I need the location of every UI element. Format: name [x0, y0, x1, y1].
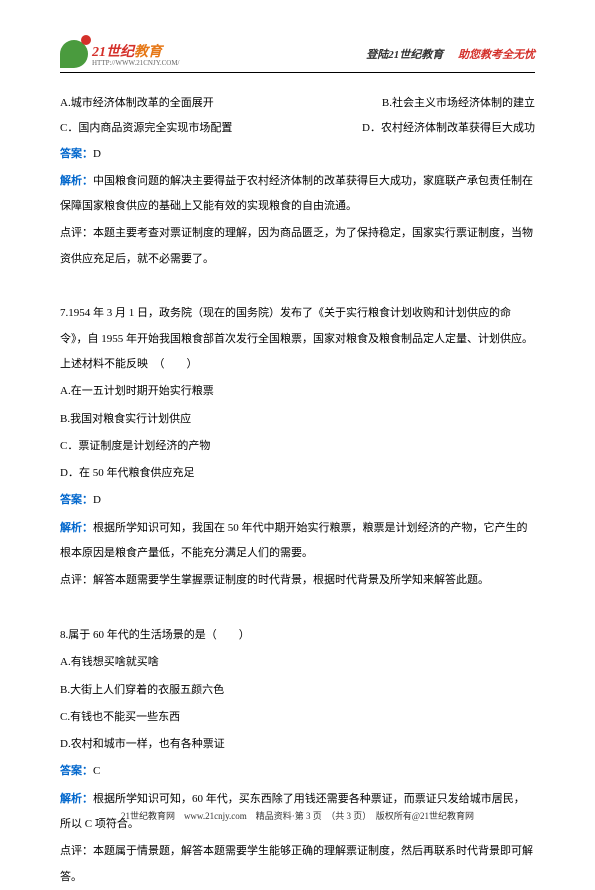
- option-c: C．国内商品资源完全实现市场配置: [60, 116, 362, 141]
- option-row-ab: A.城市经济体制改革的全面展开 B.社会主义市场经济体制的建立: [60, 91, 535, 116]
- q7-option-b: B.我国对粮食实行计划供应: [60, 407, 535, 432]
- answer-value: C: [93, 765, 100, 777]
- answer-value: D: [93, 148, 101, 160]
- analysis-label: 解析：: [60, 175, 93, 187]
- q7-option-a: A.在一五计划时期开始实行粮票: [60, 379, 535, 404]
- question-7: 7.1954 年 3 月 1 日，政务院（现在的国务院）发布了《关于实行粮食计划…: [60, 301, 535, 377]
- note-7: 点评：解答本题需要学生掌握票证制度的时代背景，根据时代背景及所学知来解答此题。: [60, 568, 535, 593]
- q7-option-c: C．票证制度是计划经济的产物: [60, 434, 535, 459]
- logo: 21世纪教育 HTTP://WWW.21CNJY.COM/: [60, 40, 180, 68]
- answer-label: 答案：: [60, 148, 93, 160]
- answer-label: 答案：: [60, 765, 93, 777]
- answer-7: 答案：D: [60, 488, 535, 513]
- q8-option-d: D.农村和城市一样，也有各种票证: [60, 732, 535, 757]
- q8-option-c: C.有钱也不能买一些东西: [60, 705, 535, 730]
- option-b: B.社会主义市场经济体制的建立: [382, 91, 535, 116]
- page-header: 21世纪教育 HTTP://WWW.21CNJY.COM/ 登陆21世纪教育 助…: [60, 40, 535, 73]
- page-footer: 21世纪教育网 www.21cnjy.com 精品资料·第 3 页 （共 3 页…: [0, 809, 595, 822]
- runner-icon: [60, 40, 88, 68]
- option-row-cd: C．国内商品资源完全实现市场配置 D．农村经济体制改革获得巨大成功: [60, 116, 535, 141]
- answer-8: 答案：C: [60, 759, 535, 784]
- document-content: A.城市经济体制改革的全面展开 B.社会主义市场经济体制的建立 C．国内商品资源…: [60, 91, 535, 890]
- question-8: 8.属于 60 年代的生活场景的是（ ）: [60, 623, 535, 648]
- q7-option-d: D．在 50 年代粮食供应充足: [60, 461, 535, 486]
- note-6: 点评：本题主要考查对票证制度的理解，因为商品匮乏，为了保持稳定，国家实行票证制度…: [60, 221, 535, 272]
- option-a: A.城市经济体制改革的全面展开: [60, 91, 382, 116]
- logo-main: 21世纪: [92, 45, 134, 60]
- logo-url: HTTP://WWW.21CNJY.COM/: [92, 59, 180, 67]
- analysis-text: 根据所学知识可知，我国在 50 年代中期开始实行粮票，粮票是计划经济的产物，它产…: [60, 522, 528, 559]
- answer-label: 答案：: [60, 494, 93, 506]
- logo-title: 21世纪教育: [92, 41, 180, 61]
- note-8: 点评：本题属于情景题，解答本题需要学生能够正确的理解票证制度，然后再联系时代背景…: [60, 839, 535, 890]
- logo-suffix: 教育: [134, 45, 162, 60]
- answer-6: 答案：D: [60, 142, 535, 167]
- header-slogan: 登陆21世纪教育 助您教考全无忧: [366, 46, 535, 62]
- q8-option-a: A.有钱想买啥就买啥: [60, 650, 535, 675]
- logo-text-block: 21世纪教育 HTTP://WWW.21CNJY.COM/: [92, 41, 180, 67]
- analysis-7: 解析：根据所学知识可知，我国在 50 年代中期开始实行粮票，粮票是计划经济的产物…: [60, 516, 535, 567]
- option-d: D．农村经济体制改革获得巨大成功: [362, 116, 535, 141]
- answer-value: D: [93, 494, 101, 506]
- slogan-part1: 登陆21世纪教育: [366, 49, 443, 61]
- slogan-part2: 助您教考全无忧: [458, 49, 535, 61]
- analysis-6: 解析：中国粮食问题的解决主要得益于农村经济体制的改革获得巨大成功，家庭联产承包责…: [60, 169, 535, 220]
- q8-option-b: B.大街上人们穿着的衣服五颜六色: [60, 678, 535, 703]
- analysis-label: 解析：: [60, 522, 93, 534]
- analysis-text: 中国粮食问题的解决主要得益于农村经济体制的改革获得巨大成功，家庭联产承包责任制在…: [60, 175, 533, 212]
- analysis-label: 解析：: [60, 793, 93, 805]
